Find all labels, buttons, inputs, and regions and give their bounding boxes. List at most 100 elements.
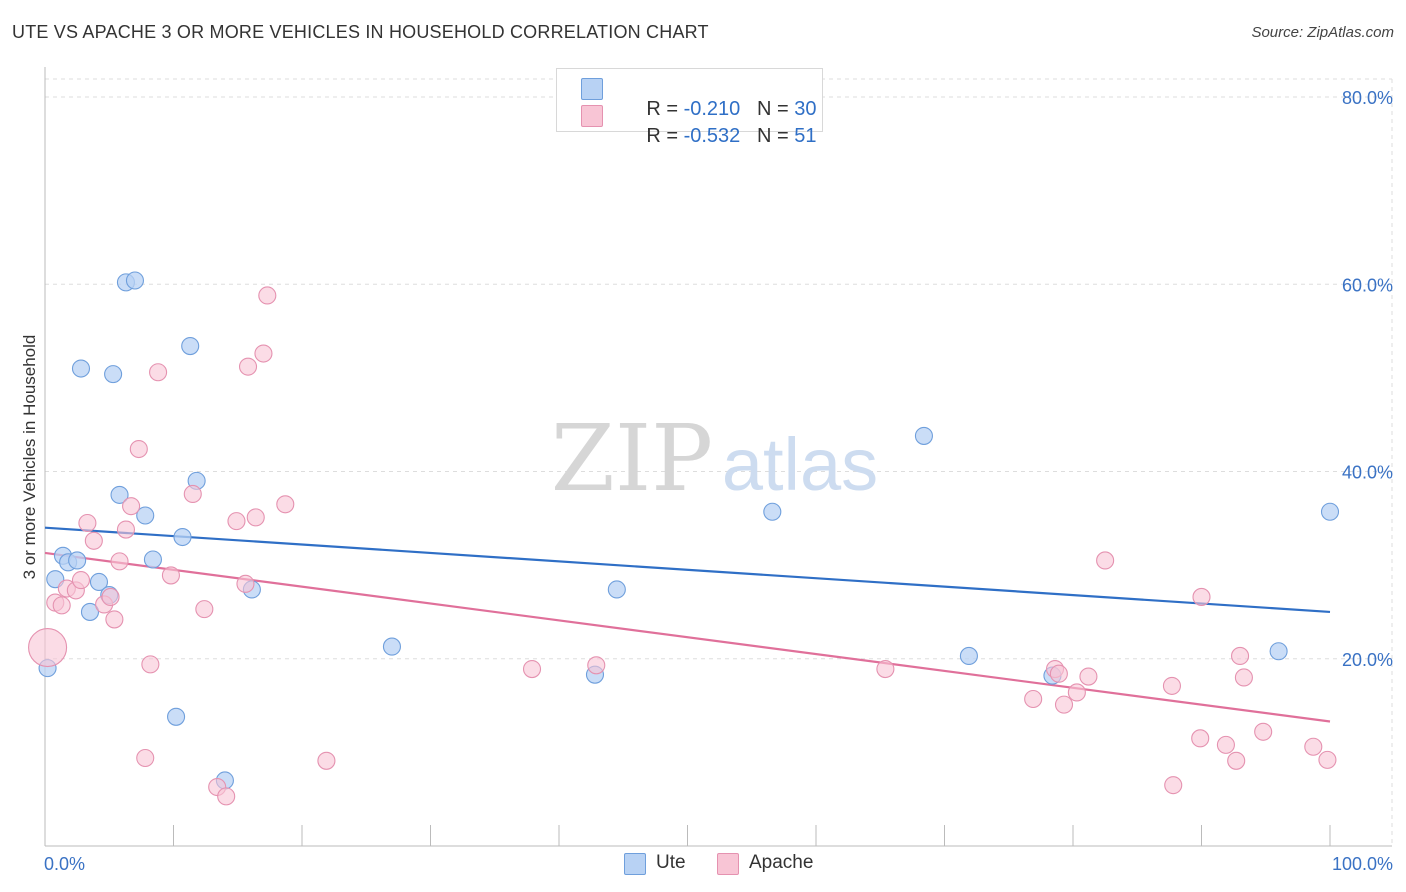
watermark: ZIP atlas bbox=[551, 405, 878, 512]
apache-point bbox=[587, 656, 606, 675]
ute-point bbox=[143, 550, 162, 569]
apache-point bbox=[28, 627, 68, 668]
ute-legend-swatch bbox=[624, 853, 646, 875]
ute-r-label: R = bbox=[646, 98, 684, 120]
ute-point bbox=[110, 485, 129, 504]
stats-legend: R = -0.210 N = 30 R = -0.532 N = 51 bbox=[556, 68, 823, 147]
ute-point bbox=[68, 551, 87, 570]
ute-point bbox=[136, 506, 155, 525]
y-tick-label: 20.0% bbox=[1342, 650, 1393, 670]
apache-point bbox=[1096, 551, 1115, 570]
apache-point bbox=[1054, 695, 1074, 714]
ute-point bbox=[167, 707, 186, 726]
ute-point bbox=[104, 365, 123, 384]
apache-point bbox=[141, 655, 160, 674]
x-tick-label-max: 100.0% bbox=[1332, 854, 1393, 874]
apache-point bbox=[1079, 667, 1098, 686]
apache-n-value: 51 bbox=[794, 125, 817, 147]
apache-r-label: R = bbox=[646, 125, 684, 147]
apache-point bbox=[1318, 750, 1337, 769]
ute-point bbox=[914, 426, 933, 445]
apache-point bbox=[1234, 668, 1253, 687]
legend-row-ute: R = -0.210 N = 30 bbox=[581, 75, 816, 120]
apache-point bbox=[71, 571, 91, 590]
apache-point bbox=[258, 286, 277, 305]
apache-point bbox=[1227, 751, 1246, 770]
ute-swatch bbox=[581, 78, 603, 100]
apache-point bbox=[136, 748, 155, 768]
ute-point bbox=[71, 359, 91, 378]
apache-point bbox=[876, 659, 895, 679]
chart-title: UTE VS APACHE 3 OR MORE VEHICLES IN HOUS… bbox=[12, 22, 709, 42]
apache-point bbox=[236, 574, 255, 593]
apache-point bbox=[1049, 664, 1068, 683]
apache-point bbox=[161, 566, 180, 585]
ute-point bbox=[1320, 502, 1340, 521]
y-tick-label: 40.0% bbox=[1342, 463, 1393, 483]
legend-row-apache: R = -0.532 N = 51 bbox=[581, 102, 816, 147]
apache-point bbox=[101, 587, 120, 607]
ute-point bbox=[607, 580, 626, 599]
apache-point bbox=[1164, 776, 1183, 795]
apache-point bbox=[1067, 683, 1086, 702]
apache-point bbox=[1024, 689, 1043, 709]
watermark-zip: ZIP bbox=[551, 405, 713, 512]
apache-point bbox=[105, 610, 124, 629]
ute-n-value: 30 bbox=[794, 98, 817, 120]
trend-line-apache bbox=[44, 551, 1331, 723]
tick-labels: 20.0% 40.0% 60.0% 80.0% 0.0% 100.0% bbox=[44, 88, 1393, 874]
apache-point bbox=[276, 495, 295, 514]
trend-line-ute bbox=[44, 526, 1331, 614]
apache-point bbox=[122, 497, 141, 516]
apache-point bbox=[238, 357, 258, 376]
y-tick-label: 60.0% bbox=[1342, 275, 1393, 295]
ute-point bbox=[173, 527, 192, 547]
apache-point bbox=[1254, 722, 1273, 741]
ute-r-value: -0.210 bbox=[683, 98, 741, 120]
ute-point bbox=[959, 646, 978, 665]
watermark-atlas: atlas bbox=[722, 423, 878, 506]
apache-legend-swatch bbox=[717, 853, 739, 875]
apache-point bbox=[110, 552, 129, 571]
ute-point bbox=[80, 602, 100, 621]
source-label: Source: ZipAtlas.com bbox=[1251, 24, 1394, 41]
apache-point bbox=[183, 484, 202, 504]
grid-lines bbox=[45, 78, 1393, 846]
apache-point bbox=[1192, 587, 1211, 607]
apache-point bbox=[116, 520, 136, 539]
data-points bbox=[28, 271, 1340, 806]
ute-point bbox=[125, 271, 144, 290]
apache-point bbox=[1191, 729, 1210, 748]
ute-point bbox=[763, 502, 782, 521]
x-tick-label-min: 0.0% bbox=[44, 854, 85, 874]
ute-point bbox=[1269, 642, 1288, 661]
apache-point bbox=[78, 513, 97, 533]
apache-point bbox=[227, 512, 246, 531]
apache-point bbox=[1216, 735, 1235, 754]
apache-swatch bbox=[581, 105, 603, 127]
apache-point bbox=[522, 659, 542, 679]
apache-point bbox=[246, 508, 265, 527]
apache-point bbox=[254, 344, 273, 363]
axes bbox=[44, 67, 1392, 847]
ute-point bbox=[89, 572, 109, 592]
ute-point bbox=[181, 336, 200, 356]
apache-n-label: N = bbox=[756, 125, 795, 147]
apache-legend-label: Apache bbox=[749, 852, 814, 873]
y-tick-label: 80.0% bbox=[1342, 88, 1393, 108]
apache-point bbox=[84, 531, 103, 550]
apache-r-value: -0.532 bbox=[683, 125, 741, 147]
apache-point bbox=[129, 439, 148, 459]
apache-point bbox=[1304, 737, 1323, 756]
ute-point bbox=[382, 637, 402, 656]
ute-legend-label: Ute bbox=[656, 852, 686, 873]
ute-n-label: N = bbox=[756, 98, 795, 120]
apache-point bbox=[52, 596, 71, 615]
apache-point bbox=[195, 600, 214, 619]
apache-point bbox=[217, 787, 236, 806]
apache-point bbox=[149, 363, 168, 382]
apache-point bbox=[1162, 676, 1181, 695]
apache-point bbox=[317, 751, 336, 770]
apache-point bbox=[1231, 646, 1250, 665]
